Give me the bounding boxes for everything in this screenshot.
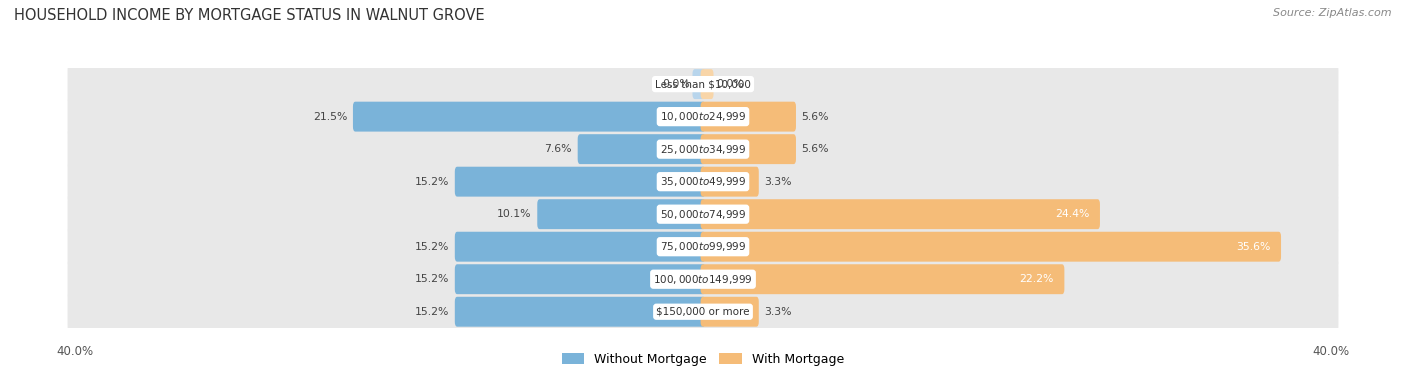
FancyBboxPatch shape — [700, 264, 1064, 294]
FancyBboxPatch shape — [700, 199, 1099, 229]
Text: 15.2%: 15.2% — [415, 307, 449, 317]
Text: 3.3%: 3.3% — [765, 177, 792, 187]
Text: 0.0%: 0.0% — [716, 79, 744, 89]
Text: 10.1%: 10.1% — [498, 209, 531, 219]
Text: 15.2%: 15.2% — [415, 274, 449, 284]
Text: 3.3%: 3.3% — [765, 307, 792, 317]
FancyBboxPatch shape — [454, 297, 706, 327]
Text: $10,000 to $24,999: $10,000 to $24,999 — [659, 110, 747, 123]
FancyBboxPatch shape — [454, 167, 706, 197]
Text: 35.6%: 35.6% — [1236, 242, 1271, 252]
Text: 0.0%: 0.0% — [662, 79, 690, 89]
Text: $100,000 to $149,999: $100,000 to $149,999 — [654, 273, 752, 286]
FancyBboxPatch shape — [700, 69, 713, 99]
FancyBboxPatch shape — [454, 232, 706, 262]
Text: 7.6%: 7.6% — [544, 144, 572, 154]
Text: HOUSEHOLD INCOME BY MORTGAGE STATUS IN WALNUT GROVE: HOUSEHOLD INCOME BY MORTGAGE STATUS IN W… — [14, 8, 485, 23]
FancyBboxPatch shape — [353, 102, 706, 132]
FancyBboxPatch shape — [700, 232, 1281, 262]
FancyBboxPatch shape — [693, 69, 706, 99]
Text: $35,000 to $49,999: $35,000 to $49,999 — [659, 175, 747, 188]
FancyBboxPatch shape — [67, 93, 1339, 140]
FancyBboxPatch shape — [700, 167, 759, 197]
FancyBboxPatch shape — [67, 158, 1339, 205]
Text: $150,000 or more: $150,000 or more — [657, 307, 749, 317]
FancyBboxPatch shape — [67, 288, 1339, 335]
Legend: Without Mortgage, With Mortgage: Without Mortgage, With Mortgage — [557, 348, 849, 371]
FancyBboxPatch shape — [67, 61, 1339, 107]
Text: $50,000 to $74,999: $50,000 to $74,999 — [659, 208, 747, 221]
Text: 5.6%: 5.6% — [801, 144, 830, 154]
FancyBboxPatch shape — [67, 191, 1339, 238]
Text: Less than $10,000: Less than $10,000 — [655, 79, 751, 89]
Text: 24.4%: 24.4% — [1054, 209, 1090, 219]
FancyBboxPatch shape — [700, 102, 796, 132]
Text: 15.2%: 15.2% — [415, 242, 449, 252]
FancyBboxPatch shape — [67, 256, 1339, 303]
Text: 40.0%: 40.0% — [56, 345, 93, 358]
FancyBboxPatch shape — [578, 134, 706, 164]
FancyBboxPatch shape — [67, 223, 1339, 270]
Text: 5.6%: 5.6% — [801, 112, 830, 122]
FancyBboxPatch shape — [700, 297, 759, 327]
FancyBboxPatch shape — [537, 199, 706, 229]
Text: 40.0%: 40.0% — [1313, 345, 1350, 358]
FancyBboxPatch shape — [454, 264, 706, 294]
Text: 21.5%: 21.5% — [314, 112, 347, 122]
FancyBboxPatch shape — [67, 126, 1339, 173]
Text: $75,000 to $99,999: $75,000 to $99,999 — [659, 240, 747, 253]
Text: 15.2%: 15.2% — [415, 177, 449, 187]
Text: $25,000 to $34,999: $25,000 to $34,999 — [659, 143, 747, 156]
Text: 22.2%: 22.2% — [1019, 274, 1054, 284]
FancyBboxPatch shape — [700, 134, 796, 164]
Text: Source: ZipAtlas.com: Source: ZipAtlas.com — [1274, 8, 1392, 18]
